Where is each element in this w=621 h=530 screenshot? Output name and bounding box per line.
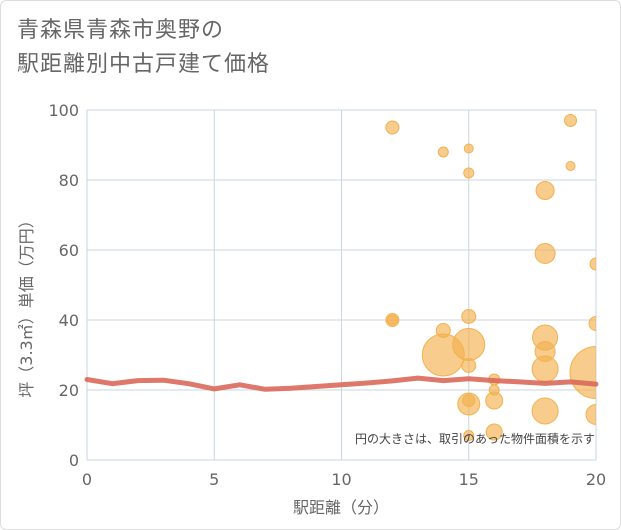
trend-layer: [84, 375, 599, 392]
chart-title: 青森県青森市奥野の駅距離別中古戸建て価格: [17, 14, 270, 82]
x-tick-label: 15: [459, 470, 479, 489]
scatter-point: [531, 397, 559, 425]
x-tick-label: 10: [331, 470, 351, 489]
scatter-point: [461, 309, 477, 324]
scatter-point: [386, 314, 398, 326]
scatter-point: [585, 404, 596, 425]
scatter-point: [463, 143, 474, 154]
scatter-point: [437, 146, 449, 158]
scatter-point: [531, 355, 559, 383]
size-note: 円の大きさは、取引のあった物件面積を示す: [355, 431, 595, 446]
x-tick-label: 0: [82, 470, 92, 489]
scatter-point: [463, 430, 475, 441]
y-tick-label: 20: [59, 381, 79, 400]
y-tick-label: 0: [69, 451, 79, 470]
y-tick-label: 100: [48, 101, 79, 120]
x-tick-label: 20: [586, 470, 606, 489]
chart-title-line1: 青森県青森市奥野の: [17, 18, 225, 43]
x-axis-title: 駅距離（分）: [293, 498, 389, 517]
axis-layer: 0 20 40 60 80 100 0 5 10 15 20: [48, 101, 606, 489]
y-tick-label: 60: [59, 241, 79, 260]
y-axis-title: 坪（3.3㎡）単価（万円）: [17, 212, 36, 397]
scatter-point: [485, 391, 504, 410]
trend-line: [84, 375, 599, 392]
x-tick-label: 5: [209, 470, 219, 489]
scatter-point: [589, 257, 596, 271]
scatter-point: [588, 316, 596, 331]
y-tick-label: 80: [59, 171, 79, 190]
scatter-point: [569, 346, 596, 399]
scatter-point: [535, 181, 555, 200]
scatter-point: [457, 392, 481, 416]
scatter-point: [564, 114, 578, 127]
scatter-point: [565, 161, 576, 171]
scatter-point: [534, 243, 556, 264]
scatter-point: [461, 358, 477, 373]
chart-title-line2: 駅距離別中古戸建て価格: [17, 52, 271, 77]
scatter-point: [385, 120, 400, 135]
y-tick-label: 40: [59, 311, 79, 330]
grid-layer: [86, 109, 597, 461]
scatter-point: [485, 423, 503, 441]
scatter-point: [452, 328, 486, 361]
scatter-point: [463, 167, 475, 179]
bubble-layer: [385, 114, 596, 441]
